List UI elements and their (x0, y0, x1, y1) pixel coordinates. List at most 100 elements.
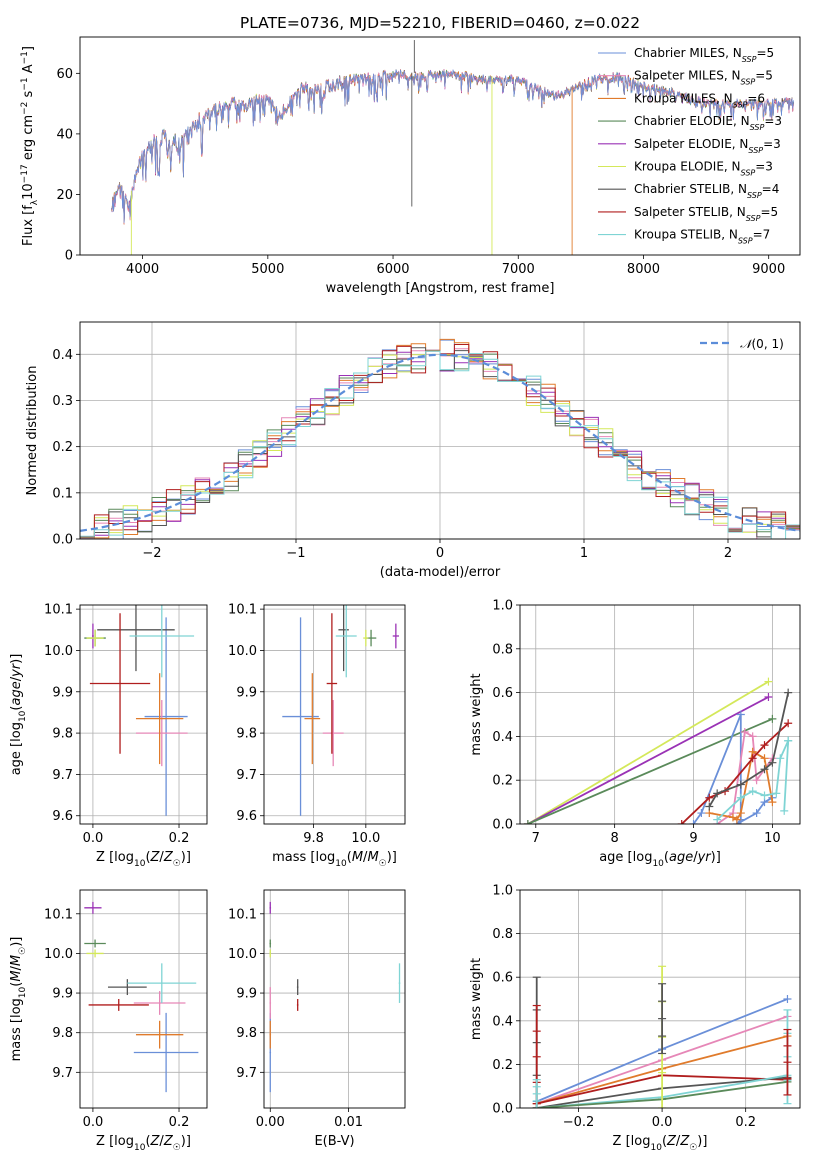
plot-area (84, 605, 195, 816)
weight-marker-chabrier-miles (752, 809, 761, 818)
weight-vs-age-panel: 7 8 9 10 0.0 0.2 0.4 0.6 0.8 1.0 age [log10(age/yr… (469, 599, 801, 869)
weight-marker-kroupa-stelib (780, 806, 789, 815)
errorbar-kroupa-stelib (129, 605, 195, 678)
y-tick-label: 0.4 (492, 730, 513, 745)
y-tick-label: 1.0 (492, 884, 513, 899)
axes-frame (79, 36, 801, 256)
y-tick-label: 0.4 (492, 1014, 513, 1029)
y-tick-label: 9.8 (236, 727, 257, 742)
axes-frame (79, 604, 208, 825)
x-tick-label: 0 (436, 546, 444, 561)
x-tick-label: 4000 (126, 262, 159, 277)
weight-marker-chabrier-stelib (705, 802, 714, 811)
errorbar-salpeter-elodie (269, 901, 272, 914)
weight-marker-salpeter-miles (748, 732, 757, 741)
weight-line-chabrier-elodie (527, 718, 773, 824)
errorbar-kroupa-miles (135, 1020, 184, 1049)
x-tick-label: 0.2 (169, 1115, 190, 1130)
weight-marker-salpeter-miles (740, 728, 749, 737)
y-tick-label: 10.1 (44, 907, 73, 922)
y-tick-label: 0 (65, 249, 73, 264)
y-tick-label: 9.7 (52, 768, 73, 783)
mass_vs_ebv-x-label: E(B-V) (314, 1134, 354, 1149)
x-tick-label: 0.2 (169, 831, 190, 846)
x-tick-label: 8000 (627, 262, 660, 277)
age-vs-mass-panel: 9.8 10.0 9.6 9.7 9.8 9.9 10.0 10.1 mass [log10(M… (228, 603, 406, 869)
x-tick-label: 7000 (502, 262, 535, 277)
histogram-kroupa-stelib (80, 350, 800, 539)
weight-marker-chabrier-stelib (713, 789, 722, 798)
axes-frame (263, 604, 406, 825)
residuals-x-label: (data-model)/error (380, 565, 501, 580)
x-tick-label: −1 (286, 546, 305, 561)
errorbar-kroupa-elodie (269, 949, 272, 958)
weight-line-chabrier-stelib (708, 692, 790, 807)
y-tick-label: 9.6 (236, 809, 257, 824)
errorbar-salpeter-elodie (392, 623, 399, 649)
x-tick-label: 0.0 (83, 1115, 104, 1130)
age-vs-metallicity-panel: 0.0 0.2 9.6 9.7 9.8 9.9 10.0 10.1 Z [log10(Z/Z☉)… (9, 603, 208, 869)
y-tick-label: 0.1 (52, 486, 73, 501)
legend-label-kroupa-miles: Kroupa MILES, NSSP=6 (634, 91, 765, 109)
weight-marker-kroupa-stelib (713, 815, 722, 824)
weight-marker-chabrier-miles (689, 820, 698, 824)
age_vs_Z-x-label: Z [log10(Z/Z☉)] (96, 850, 191, 869)
x-tick-label: 0.00 (256, 1115, 285, 1130)
plot-area (523, 677, 793, 824)
x-tick-label: 0.0 (83, 831, 104, 846)
residuals-y-label: Normed distribution (25, 366, 40, 496)
errorbar-kroupa-miles (135, 673, 184, 765)
spectrum-y-label: Flux [fλ10−17 erg cm−2 s−1 A−1] (20, 46, 40, 246)
y-tick-label: 0.2 (52, 440, 73, 455)
errorbar-kroupa-miles (304, 673, 321, 765)
weight-marker-chabrier-miles (736, 710, 745, 719)
errorbar-chabrier-stelib (97, 605, 175, 672)
plot-area (269, 901, 401, 1093)
errorbar-kroupa-elodie (363, 629, 369, 647)
weight-marker-kroupa-stelib (776, 754, 785, 763)
y-tick-label: 9.8 (236, 1026, 257, 1041)
spectrum-legend: Chabrier MILES, NSSP=5 Salpeter MILES, NS… (598, 46, 782, 245)
weight-marker-kroupa-stelib (736, 793, 745, 802)
errorbar-chabrier-miles (144, 617, 188, 816)
weight-line-chabrier-miles (692, 714, 773, 824)
mass-vs-ebv-panel: 0.00 0.01 9.7 9.8 9.9 10.0 10.1 E(B-V) (228, 889, 406, 1149)
y-tick-label: 10.1 (44, 603, 73, 618)
plot-area (532, 965, 792, 1108)
weight-line-salpeter-elodie (527, 696, 769, 824)
mass_vs_Z-x-label: Z [log10(Z/Z☉)] (96, 1134, 191, 1153)
errorbar-salpeter-miles (269, 987, 272, 1019)
x-tick-label: 10.0 (351, 831, 380, 846)
gaussian-reference-curve (80, 353, 800, 532)
mass-vs-metallicity-panel: 0.0 0.2 9.7 9.8 9.9 10.0 10.1 Z [log10(Z/Z☉)] ma… (9, 889, 208, 1153)
x-tick-label: 7 (532, 831, 540, 846)
y-tick-label: 9.7 (236, 768, 257, 783)
weight_vs_Z-x-label: Z [log10(Z/Z☉)] (613, 1134, 708, 1153)
weight_vs_Z-y-label: mass weight (469, 958, 484, 1040)
weight-marker-kroupa-elodie (764, 677, 773, 686)
spectrum-x-label: wavelength [Angstrom, rest frame] (326, 281, 555, 296)
errorbar-salpeter-miles (135, 700, 188, 767)
y-tick-label: 9.9 (236, 987, 257, 1002)
x-tick-label: 6000 (376, 262, 409, 277)
legend-label-salpeter-elodie: Salpeter ELODIE, NSSP=3 (634, 137, 781, 155)
plot-area (80, 338, 800, 539)
y-tick-label: 9.9 (52, 685, 73, 700)
weight-marker-kroupa-miles (736, 809, 745, 818)
errorbar-kroupa-elodie (86, 949, 104, 958)
errorbar-salpeter-elodie (92, 623, 94, 649)
errorbar-chabrier-stelib (296, 979, 299, 996)
weight-marker-salpeter-miles (752, 776, 761, 785)
legend-label-kroupa-elodie: Kroupa ELODIE, NSSP=3 (634, 160, 773, 178)
weight-marker-chabrier-miles (783, 995, 792, 1003)
y-tick-label: 10.0 (228, 947, 257, 962)
weight-marker-kroupa-stelib (784, 736, 793, 745)
y-tick-label: 20 (56, 188, 73, 203)
weight_vs_age-x-label: age [log10(age/yr)] (599, 850, 721, 869)
errorbar-salpeter-stelib (296, 999, 299, 1011)
figure-title: PLATE=0736, MJD=52210, FIBERID=0460, z=0… (240, 14, 640, 32)
errorbar-kroupa-stelib (127, 963, 197, 1003)
y-tick-label: 10.1 (228, 907, 257, 922)
x-tick-label: 1 (580, 546, 588, 561)
y-tick-label: 0.8 (492, 642, 513, 657)
